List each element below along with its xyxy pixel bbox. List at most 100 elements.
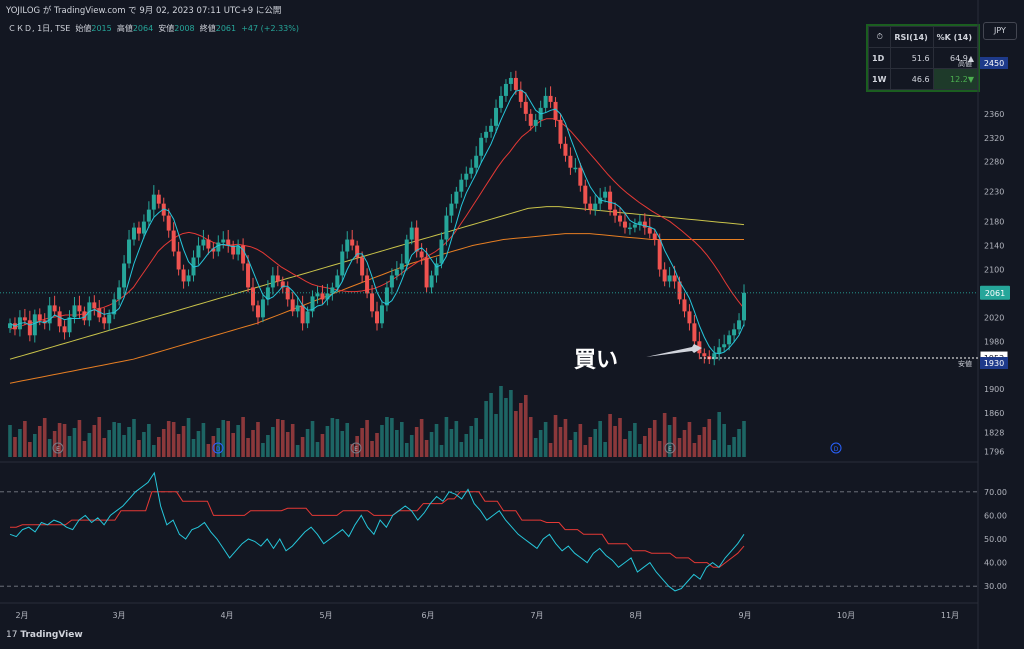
table-header-k: %K (14) xyxy=(932,26,979,48)
volume-bar xyxy=(623,439,627,457)
event-marker-icon xyxy=(52,442,64,454)
price-tick-label: 2280 xyxy=(984,158,1004,167)
candle-body xyxy=(97,308,102,318)
volume-bar xyxy=(395,430,399,457)
price-tick-label: 2100 xyxy=(984,265,1004,274)
candle-body xyxy=(345,239,350,252)
candle-body xyxy=(652,233,657,240)
volume-bar xyxy=(246,438,250,457)
volume-bar xyxy=(117,423,121,457)
event-marker-letter: D xyxy=(834,446,839,453)
candle-body xyxy=(687,311,692,324)
volume-bar xyxy=(320,434,325,457)
volume-bar xyxy=(707,419,712,457)
volume-bar xyxy=(677,438,682,457)
candle-body xyxy=(136,227,141,234)
candle-body xyxy=(732,329,737,336)
candle-body xyxy=(42,320,47,324)
candle-body xyxy=(62,326,67,333)
candle-body xyxy=(677,281,682,300)
candle-body xyxy=(216,242,221,252)
volume-bar xyxy=(335,419,340,457)
candle-body xyxy=(454,191,459,204)
candle-body xyxy=(593,203,598,210)
candle-body xyxy=(370,293,375,312)
candle-body xyxy=(702,353,707,357)
volume-bar xyxy=(519,403,523,457)
price-tick-label: 2320 xyxy=(984,134,1004,143)
volume-bar xyxy=(171,422,176,457)
volume-bar xyxy=(345,423,350,457)
volume-bar xyxy=(434,424,439,457)
volume-bar xyxy=(186,418,191,457)
sma-short-line xyxy=(9,89,745,355)
volume-bar xyxy=(727,445,731,457)
candle-body xyxy=(246,263,251,288)
candle-body xyxy=(548,95,553,102)
candle-body xyxy=(365,275,370,294)
volume-bar xyxy=(23,421,27,457)
high-label: 高値 xyxy=(116,24,133,33)
volume-bar xyxy=(295,445,300,457)
low-badge-value: 1930 xyxy=(984,359,1004,368)
candle-body xyxy=(622,221,627,228)
candle-body xyxy=(399,263,404,270)
volume-bar xyxy=(613,426,617,457)
candle-body xyxy=(647,227,652,234)
candle-body xyxy=(72,305,77,318)
candle-body xyxy=(642,221,647,228)
candle-body xyxy=(379,305,384,324)
candle-body xyxy=(474,155,479,168)
high-badge-value: 2450 xyxy=(984,59,1004,68)
volume-bar xyxy=(315,442,320,457)
candle-body xyxy=(513,77,518,90)
buy-annotation: 買い xyxy=(574,348,619,373)
volume-bar xyxy=(82,441,87,457)
price-tick-label: 2140 xyxy=(984,242,1004,251)
volume-bar xyxy=(548,443,553,457)
volume-bar xyxy=(271,427,275,457)
candle-body xyxy=(52,305,57,312)
candle-body xyxy=(578,167,583,186)
candle-body xyxy=(231,245,236,255)
candle-body xyxy=(315,293,320,297)
candle-body xyxy=(573,167,578,170)
volume-bar xyxy=(494,414,498,457)
candle-body xyxy=(459,179,464,192)
volume-bar xyxy=(533,438,538,457)
candle-body xyxy=(226,239,231,246)
volume-bar xyxy=(643,436,647,457)
month-label: 9月 xyxy=(738,611,751,620)
oscillator-tick-label: 70.00 xyxy=(984,488,1007,497)
candle-body xyxy=(310,296,315,312)
low-badge-label: 安値 xyxy=(958,359,972,368)
tradingview-footer[interactable]: 17 TradingView xyxy=(6,630,83,640)
volume-bar xyxy=(92,425,97,457)
volume-bar xyxy=(538,430,543,457)
volume-bar xyxy=(62,424,67,457)
low-label: 安値 xyxy=(158,24,175,33)
volume-bar xyxy=(742,421,746,457)
volume-bar xyxy=(484,401,488,457)
volume-bar xyxy=(633,423,637,457)
candle-body xyxy=(37,314,42,321)
candle-body xyxy=(8,323,12,329)
candle-body xyxy=(122,263,127,288)
ma-slow-line xyxy=(9,206,745,360)
volume-bar xyxy=(196,431,201,457)
volume-bar xyxy=(603,442,607,457)
high-badge-label: 高値 xyxy=(958,59,972,68)
candle-body xyxy=(375,311,379,324)
candle-body xyxy=(464,173,469,180)
candle-body xyxy=(449,203,454,216)
candle-body xyxy=(112,299,117,315)
candle-body xyxy=(265,287,270,300)
candle-body xyxy=(667,275,672,282)
volume-bar xyxy=(404,443,409,457)
candle-body xyxy=(479,137,484,156)
candle-body xyxy=(528,113,533,126)
volume-bar xyxy=(553,415,558,457)
volume-bar xyxy=(509,390,513,457)
currency-button[interactable]: JPY xyxy=(983,22,1017,40)
